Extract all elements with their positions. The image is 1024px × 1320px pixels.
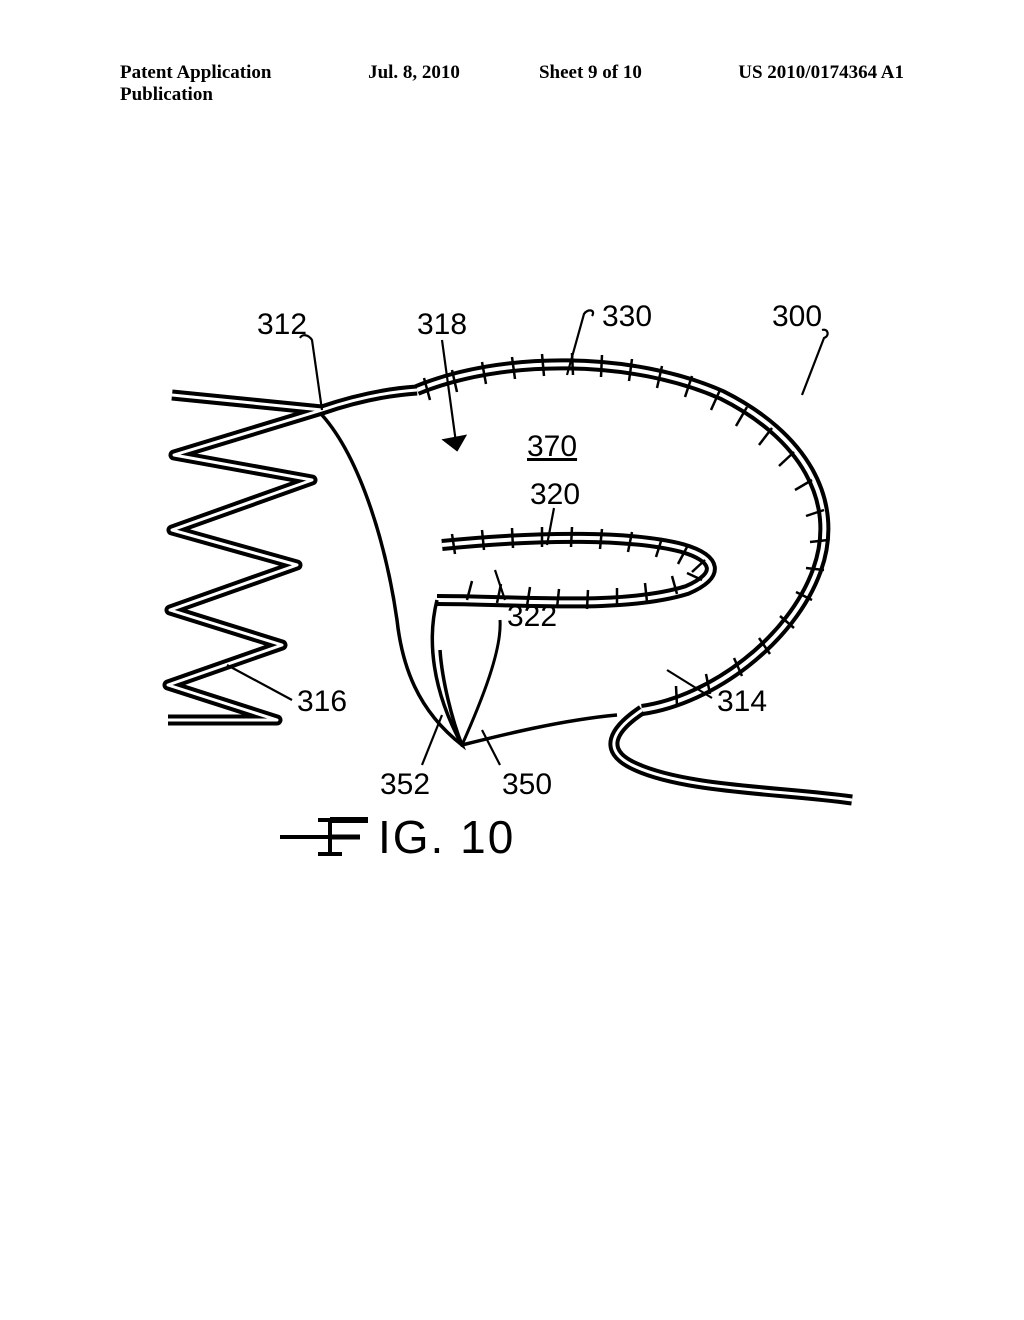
ref-318: 318 <box>417 308 467 342</box>
ref-300: 300 <box>772 300 822 334</box>
patent-header: Patent Application Publication Jul. 8, 2… <box>0 62 1024 106</box>
outer-stitch-ticks <box>424 353 828 706</box>
leaflet-inner-fold <box>462 620 500 745</box>
fig-prefix-glyph <box>280 814 370 860</box>
ref-370: 370 <box>527 430 577 464</box>
top-connector <box>322 390 417 410</box>
publication-type: Patent Application Publication <box>120 62 316 106</box>
publication-number: US 2010/0174364 A1 <box>669 62 904 106</box>
patent-figure: 312 318 330 300 370 320 322 316 314 352 … <box>162 300 862 860</box>
ref-316: 316 <box>297 685 347 719</box>
figure-caption: IG. 10 <box>280 810 515 864</box>
sheet-number: Sheet 9 of 10 <box>512 62 669 106</box>
ref-350: 350 <box>502 768 552 802</box>
ref-330: 330 <box>602 300 652 334</box>
figure-number-text: IG. 10 <box>378 810 515 864</box>
ref-322: 322 <box>507 600 557 634</box>
left-zigzag-strut <box>168 395 322 720</box>
publication-date: Jul. 8, 2010 <box>316 62 512 106</box>
ref-320: 320 <box>530 478 580 512</box>
ref-352: 352 <box>380 768 430 802</box>
ref-314: 314 <box>717 685 767 719</box>
ref-312: 312 <box>257 308 307 342</box>
